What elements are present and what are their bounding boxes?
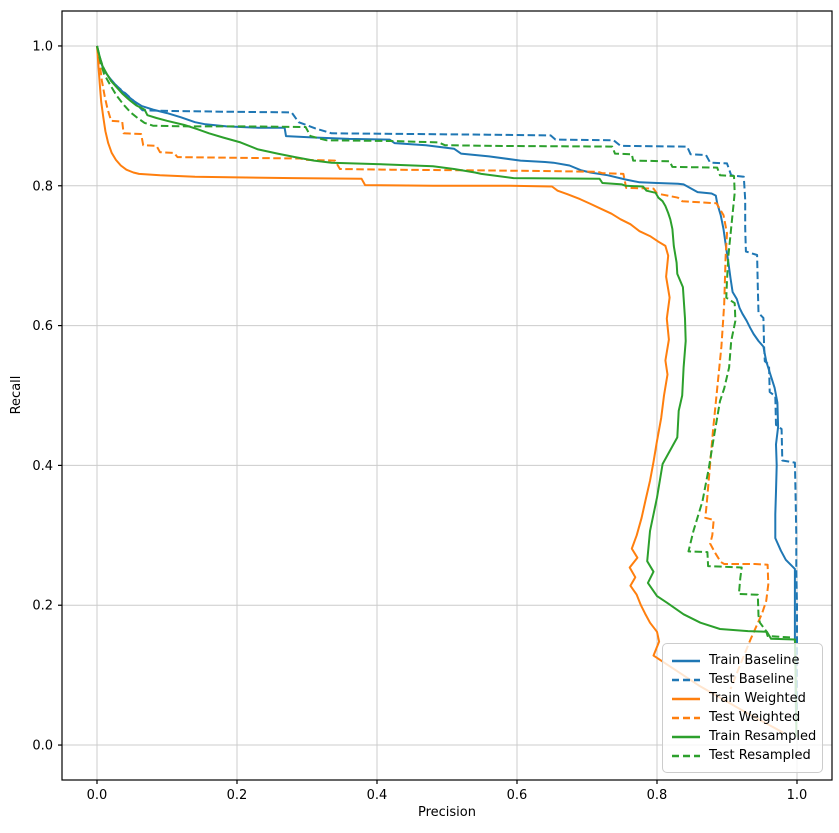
y-tick-label: 0.8	[32, 179, 53, 194]
x-tick-label: 0.8	[647, 788, 668, 803]
legend: Train Baseline Test Baseline Train Weighte…	[662, 643, 823, 773]
curve-test-baseline	[96, 45, 798, 711]
y-tick-label: 1.0	[32, 39, 53, 54]
legend-item-test-weighted: Test Weighted	[672, 708, 813, 727]
curve-train-baseline	[96, 45, 798, 725]
y-tick-label: 0.4	[32, 459, 53, 474]
y-tick-label: 0.2	[32, 599, 53, 614]
legend-line-sample-dashed	[672, 716, 700, 719]
legend-line-sample-solid	[672, 735, 700, 738]
legend-label: Test Resampled	[709, 748, 811, 763]
legend-item-train-weighted: Train Weighted	[672, 689, 813, 708]
legend-label: Train Weighted	[709, 691, 806, 706]
tick-labels: 0.0 0.2 0.4 0.6 0.8 1.0 0.0 0.2 0.4 0.6 0.8 1.0	[32, 39, 807, 803]
x-tick-label: 1.0	[787, 788, 808, 803]
legend-label: Test Baseline	[709, 672, 794, 687]
axis-ticks	[58, 45, 798, 784]
legend-line-sample-solid	[672, 697, 700, 700]
legend-item-train-baseline: Train Baseline	[672, 651, 813, 670]
y-tick-label: 0.0	[32, 739, 53, 754]
curve-train-resampled	[96, 45, 798, 737]
legend-line-sample-dashed	[672, 754, 700, 757]
curves-group	[96, 45, 798, 737]
x-tick-label: 0.2	[227, 788, 248, 803]
y-tick-label: 0.6	[32, 319, 53, 334]
x-tick-label: 0.4	[367, 788, 388, 803]
legend-label: Train Resampled	[709, 729, 817, 744]
plot-border	[61, 10, 833, 781]
legend-item-test-baseline: Test Baseline	[672, 670, 813, 689]
curve-test-weighted	[96, 45, 770, 690]
x-tick-label: 0.6	[507, 788, 528, 803]
curve-test-resampled	[96, 45, 791, 639]
y-axis-label: Recall	[9, 376, 24, 415]
x-axis-label: Precision	[418, 805, 476, 820]
legend-label: Train Baseline	[709, 653, 800, 668]
legend-line-sample-dashed	[672, 678, 700, 681]
legend-item-train-resampled: Train Resampled	[672, 727, 817, 746]
legend-label: Test Weighted	[709, 710, 801, 725]
legend-line-sample-solid	[672, 659, 700, 662]
curve-train-weighted	[96, 45, 784, 734]
x-tick-label: 0.0	[87, 788, 108, 803]
legend-item-test-resampled: Test Resampled	[672, 746, 813, 765]
